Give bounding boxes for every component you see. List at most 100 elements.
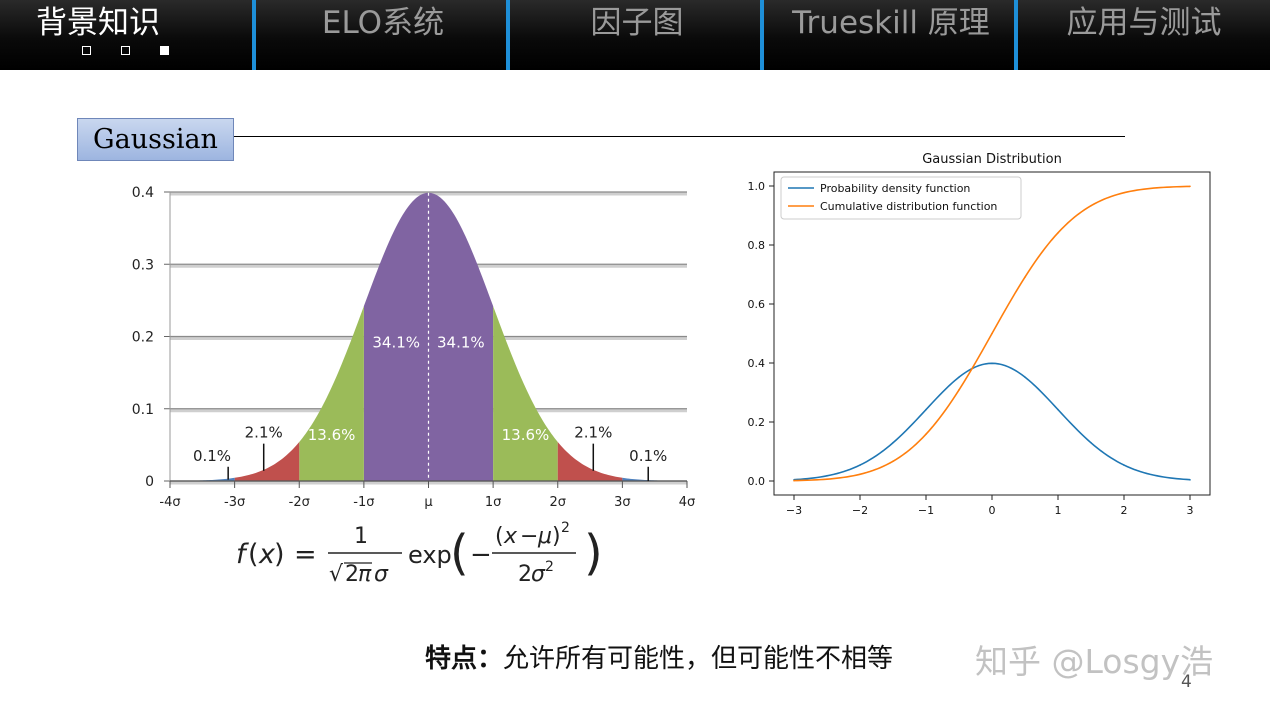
svg-text:−: − [470,540,492,570]
tab-elo[interactable]: ELO系统 [256,0,510,70]
svg-text:1: 1 [354,524,368,549]
data-point [1024,276,1026,278]
data-point [1090,204,1092,207]
data-point [1057,408,1059,411]
data-point [892,441,894,444]
tab-factor-graph[interactable]: 因子图 [510,0,764,70]
y-tick-label: 0.2 [748,416,766,429]
svg-text:x: x [503,524,518,549]
progress-dots [82,46,169,55]
tab-label: Trueskill 原理 [792,5,990,41]
legend: Probability density function Cumulative d… [780,176,1022,220]
svg-text:μ: μ [537,524,552,549]
region-label: 0.1% [193,447,231,465]
distribution-region [234,441,300,481]
section-title-text: Gaussian [93,124,218,155]
data-point [859,464,861,466]
key-point-text: 允许所有可能性，但可能性不相等 [503,644,894,674]
data-point [925,433,927,435]
x-tick-label: 2σ [549,495,566,510]
tab-application[interactable]: 应用与测试 [1018,0,1270,70]
normal-distribution-chart: 0 0.1 0.2 0.3 0.4 -4σ -3σ -2σ -1σ μ 1σ 2σ 3σ 4σ 34.1% 3… [132,185,696,510]
x-tick-label: μ [424,495,432,510]
tab-label: 应用与测试 [1066,5,1222,41]
svg-text:√: √ [329,562,344,587]
region-label: 2.1% [574,424,612,442]
svg-text:): ) [552,524,561,549]
tab-separator [506,0,510,70]
data-point [1090,441,1092,444]
x-tick-label: −2 [852,504,868,517]
data-point [826,474,828,477]
chart-title: Gaussian Distribution [922,152,1062,167]
data-point [925,408,927,411]
progress-dot-current [160,46,169,55]
tab-separator [252,0,256,70]
x-tick-label: -2σ [289,495,310,510]
tab-label: 因子图 [590,5,684,41]
x-tick-label: −1 [918,504,934,517]
data-point [958,376,960,378]
svg-text:(: ( [495,524,504,549]
gaussian-formula: f ( x ) = 1 √ 2 π σ exp ( − ( x − μ ) 2 … [236,520,603,587]
x-tick-label: 3σ [614,495,631,510]
svg-text:): ) [584,525,603,581]
x-tick-label: 0 [989,504,996,517]
gaussian-distribution-chart: Gaussian Distribution 0.0 0.2 0.4 0.6 0.8 1.0 −… [748,152,1211,517]
x-tick-label: 1σ [485,495,502,510]
tab-background[interactable]: 背景知识 [0,0,256,70]
region-label: 13.6% [308,426,356,444]
svg-text:2: 2 [345,562,359,587]
watermark: 知乎 @Losgy浩 [975,642,1214,681]
svg-text:exp: exp [408,541,452,569]
distribution-region [557,441,623,481]
x-tick-label: -4σ [159,495,180,510]
data-point [1057,232,1059,234]
data-point [1024,376,1026,378]
distribution-region [363,192,429,481]
region-label: 2.1% [245,424,283,442]
data-point [1156,186,1158,189]
svg-text:x: x [258,539,276,570]
tab-label: 背景知识 [36,5,160,41]
section-divider [234,136,1125,137]
top-nav: 背景知识 ELO系统 因子图 Trueskill 原理 应用与测试 [0,0,1270,70]
distribution-region [170,477,235,481]
x-tick-label: 4σ [679,495,696,510]
svg-text:σ: σ [374,562,389,587]
data-point [1189,479,1191,481]
distribution-region [493,306,558,481]
region-label: 13.6% [502,426,550,444]
y-tick-label: 0.0 [748,475,766,488]
key-point: 特点：允许所有可能性，但可能性不相等 [425,638,893,675]
x-tick-label: −3 [786,504,802,517]
svg-text:2: 2 [518,562,532,587]
x-tick-label: 1 [1055,504,1062,517]
tab-separator [760,0,764,70]
distribution-region [299,306,364,481]
y-tick-label: 0 [145,474,154,490]
tab-trueskill[interactable]: Trueskill 原理 [764,0,1018,70]
tab-label: ELO系统 [321,5,445,41]
svg-text:=: = [294,539,317,570]
svg-text:): ) [274,539,285,570]
region-label: 0.1% [629,447,667,465]
data-point [958,389,960,391]
x-tick-label: 3 [1187,504,1194,517]
svg-text:(: ( [450,525,469,581]
data-point [991,362,993,365]
svg-text:σ: σ [531,562,546,587]
y-tick-label: 1.0 [748,180,766,193]
data-point [793,479,795,482]
region-label: 34.1% [372,333,420,351]
y-tick-label: 0.4 [132,185,154,201]
svg-text:2: 2 [545,559,554,575]
x-tick-label: -1σ [353,495,374,510]
svg-text:π: π [358,562,372,587]
section-title: Gaussian [77,118,234,161]
x-tick-label: 2 [1121,504,1128,517]
progress-dot [121,46,130,55]
y-tick-label: 0.3 [132,257,154,273]
data-point [1189,185,1191,188]
data-point [1123,464,1125,466]
